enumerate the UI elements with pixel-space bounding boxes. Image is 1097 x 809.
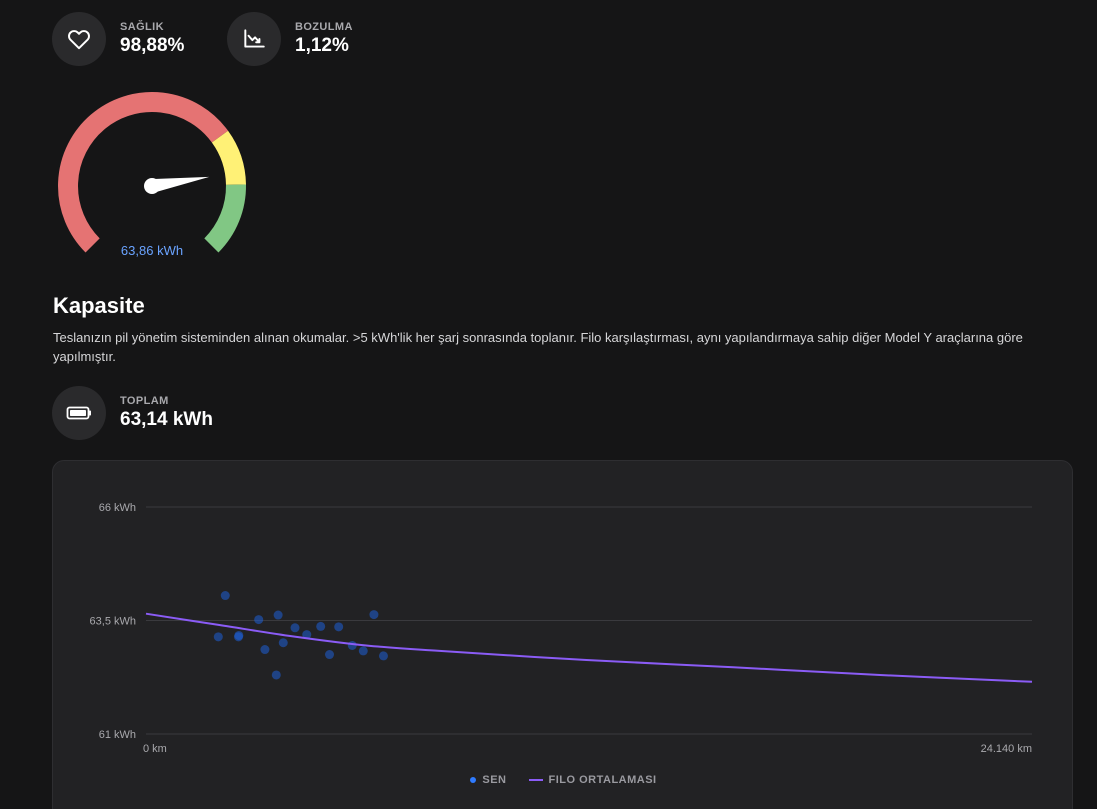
data-point [290, 623, 300, 633]
y-tick-label: 66 kWh [99, 502, 136, 514]
x-tick-label: 24.140 km [981, 743, 1032, 755]
data-point [334, 622, 344, 632]
gauge-arc-red [58, 92, 229, 253]
health-value: 98,88% [120, 35, 185, 56]
gauge-graphic [58, 92, 246, 253]
degradation-icon-circle [227, 12, 281, 66]
gauge-arc-yellow [211, 130, 246, 186]
y-tick-label: 63,5 kWh [90, 616, 136, 628]
data-point [302, 630, 312, 640]
degradation-label: BOZULMA [295, 21, 353, 33]
section-description: Teslanızın pil yönetim sisteminden alına… [53, 330, 1023, 364]
data-point [254, 615, 264, 625]
capacity-chart-card: 66 kWh 63,5 kWh 61 kWh 0 km 24.140 km SEN FI… [52, 460, 1073, 809]
gauge-value: 63,86 kWh [120, 243, 184, 258]
legend-dot-icon [470, 777, 477, 783]
total-icon-circle [52, 386, 106, 440]
battery-icon [66, 406, 91, 420]
capacity-chart: 66 kWh 63,5 kWh 61 kWh 0 km 24.140 km [90, 502, 1033, 755]
data-point [325, 650, 335, 660]
data-point [347, 640, 357, 650]
gauge-arc-green [204, 184, 246, 253]
total-label: TOPLAM [120, 395, 169, 407]
health-label: SAĞLIK [120, 21, 164, 33]
capacity-gauge: 63,86 kWh [52, 86, 252, 266]
total-value: 63,14 kWh [120, 409, 213, 430]
data-point [378, 651, 388, 661]
legend-item-sen[interactable]: SEN [470, 774, 506, 786]
chart-down-icon [244, 29, 265, 48]
data-point [271, 670, 281, 680]
legend-item-fleet[interactable]: FILO ORTALAMASI [528, 774, 657, 786]
data-point [273, 610, 283, 620]
data-point [213, 632, 223, 642]
chart-legend: SEN FILO ORTALAMASI [53, 774, 1074, 786]
y-tick-label: 61 kWh [99, 729, 136, 741]
data-point [369, 610, 379, 620]
data-point [278, 638, 288, 648]
heart-icon [68, 30, 90, 50]
gauge-needle-body [150, 176, 210, 193]
degradation-value: 1,12% [295, 35, 349, 56]
legend-label-sen: SEN [482, 774, 507, 786]
degradation-stat: BOZULMA 1,12% [227, 12, 353, 66]
data-point [220, 591, 230, 601]
data-point [316, 621, 326, 631]
data-point [233, 632, 243, 642]
fleet-average-line [145, 612, 1033, 683]
gauge-needle [144, 176, 210, 194]
legend-line-icon [528, 779, 543, 781]
total-stat: TOPLAM 63,14 kWh [52, 386, 213, 440]
health-stat: SAĞLIK 98,88% [52, 12, 184, 66]
data-point [260, 645, 270, 655]
section-title: Kapasite [53, 293, 145, 318]
legend-label-fleet: FILO ORTALAMASI [548, 774, 657, 786]
health-icon-circle [52, 12, 106, 66]
x-tick-label: 0 km [143, 743, 167, 755]
data-point [358, 646, 368, 656]
